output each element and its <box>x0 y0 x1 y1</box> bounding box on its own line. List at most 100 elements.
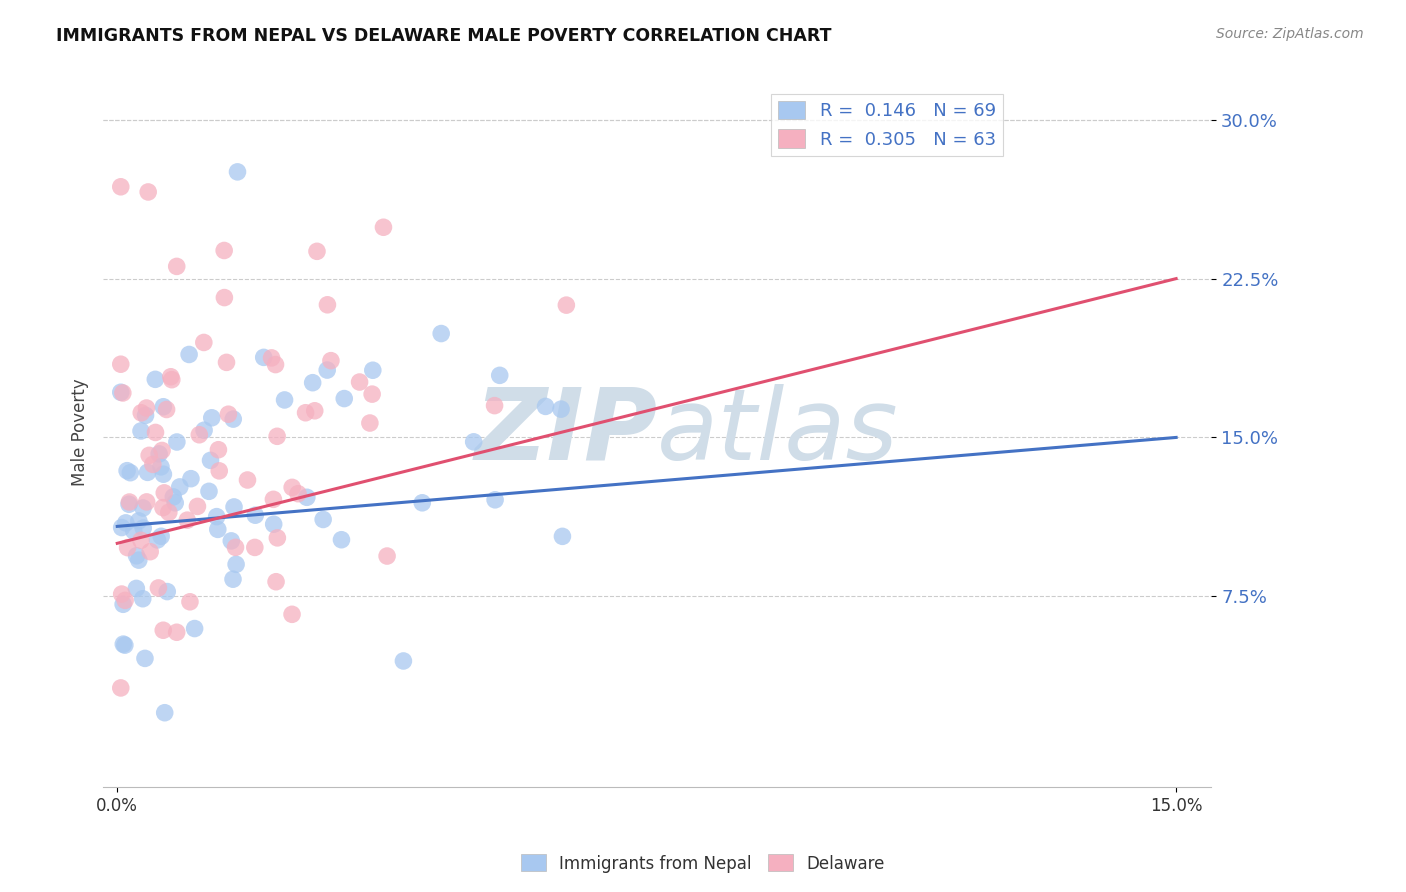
Point <box>316 298 339 312</box>
Point <box>361 387 384 401</box>
Point <box>128 514 150 528</box>
Point <box>484 399 506 413</box>
Point <box>152 467 174 482</box>
Point <box>281 480 304 494</box>
Point <box>159 369 181 384</box>
Point <box>430 326 453 341</box>
Point <box>111 587 134 601</box>
Point <box>180 472 202 486</box>
Point <box>245 508 267 523</box>
Point <box>157 505 180 519</box>
Point <box>287 486 309 500</box>
Point <box>266 531 288 545</box>
Point <box>217 407 239 421</box>
Point <box>373 220 395 235</box>
Point <box>120 466 142 480</box>
Point <box>134 651 156 665</box>
Point <box>143 372 166 386</box>
Point <box>222 412 245 426</box>
Point <box>152 624 174 638</box>
Point <box>128 553 150 567</box>
Point <box>183 622 205 636</box>
Point <box>411 496 433 510</box>
Text: IMMIGRANTS FROM NEPAL VS DELAWARE MALE POVERTY CORRELATION CHART: IMMIGRANTS FROM NEPAL VS DELAWARE MALE P… <box>56 27 832 45</box>
Point <box>118 497 141 511</box>
Point <box>166 435 188 450</box>
Point <box>148 581 170 595</box>
Point <box>135 401 157 415</box>
Point <box>112 597 135 611</box>
Point <box>463 434 485 449</box>
Point <box>115 464 138 478</box>
Point <box>179 595 201 609</box>
Point <box>112 637 135 651</box>
Point <box>186 500 208 514</box>
Point <box>110 385 132 400</box>
Point <box>150 529 173 543</box>
Point <box>534 400 557 414</box>
Point <box>226 165 249 179</box>
Point <box>266 429 288 443</box>
Point <box>305 244 328 259</box>
Point <box>225 541 247 555</box>
Point <box>201 410 224 425</box>
Text: atlas: atlas <box>657 384 898 481</box>
Point <box>392 654 415 668</box>
Point <box>295 491 318 505</box>
Point <box>138 448 160 462</box>
Point <box>301 376 323 390</box>
Point <box>212 244 235 258</box>
Point <box>316 363 339 377</box>
Point <box>135 495 157 509</box>
Point <box>222 572 245 586</box>
Point <box>304 404 326 418</box>
Point <box>152 400 174 414</box>
Point <box>214 291 236 305</box>
Point <box>146 533 169 547</box>
Point <box>132 521 155 535</box>
Y-axis label: Male Poverty: Male Poverty <box>72 378 89 486</box>
Point <box>243 541 266 555</box>
Point <box>114 638 136 652</box>
Legend: R =  0.146   N = 69, R =  0.305   N = 63: R = 0.146 N = 69, R = 0.305 N = 63 <box>770 94 1002 156</box>
Point <box>129 406 152 420</box>
Point <box>165 496 187 510</box>
Point <box>253 351 276 365</box>
Point <box>550 402 572 417</box>
Point <box>125 549 148 563</box>
Text: Source: ZipAtlas.com: Source: ZipAtlas.com <box>1216 27 1364 41</box>
Point <box>139 544 162 558</box>
Point <box>149 459 172 474</box>
Point <box>136 185 159 199</box>
Point <box>155 402 177 417</box>
Point <box>176 513 198 527</box>
Point <box>188 427 211 442</box>
Point <box>205 509 228 524</box>
Point <box>111 386 134 401</box>
Point <box>152 500 174 515</box>
Point <box>215 355 238 369</box>
Point <box>361 363 384 377</box>
Point <box>555 298 578 312</box>
Point <box>153 706 176 720</box>
Point <box>198 484 221 499</box>
Point <box>110 681 132 695</box>
Point <box>129 424 152 438</box>
Point <box>263 517 285 532</box>
Point <box>484 492 506 507</box>
Point <box>200 453 222 467</box>
Point <box>273 392 295 407</box>
Point <box>260 351 283 365</box>
Point <box>294 406 316 420</box>
Point <box>179 347 201 361</box>
Point <box>236 473 259 487</box>
Point <box>281 607 304 622</box>
Point <box>488 368 510 383</box>
Point <box>148 447 170 461</box>
Point <box>207 522 229 536</box>
Point <box>330 533 353 547</box>
Point <box>160 373 183 387</box>
Legend: Immigrants from Nepal, Delaware: Immigrants from Nepal, Delaware <box>515 847 891 880</box>
Point <box>122 524 145 538</box>
Point <box>333 392 356 406</box>
